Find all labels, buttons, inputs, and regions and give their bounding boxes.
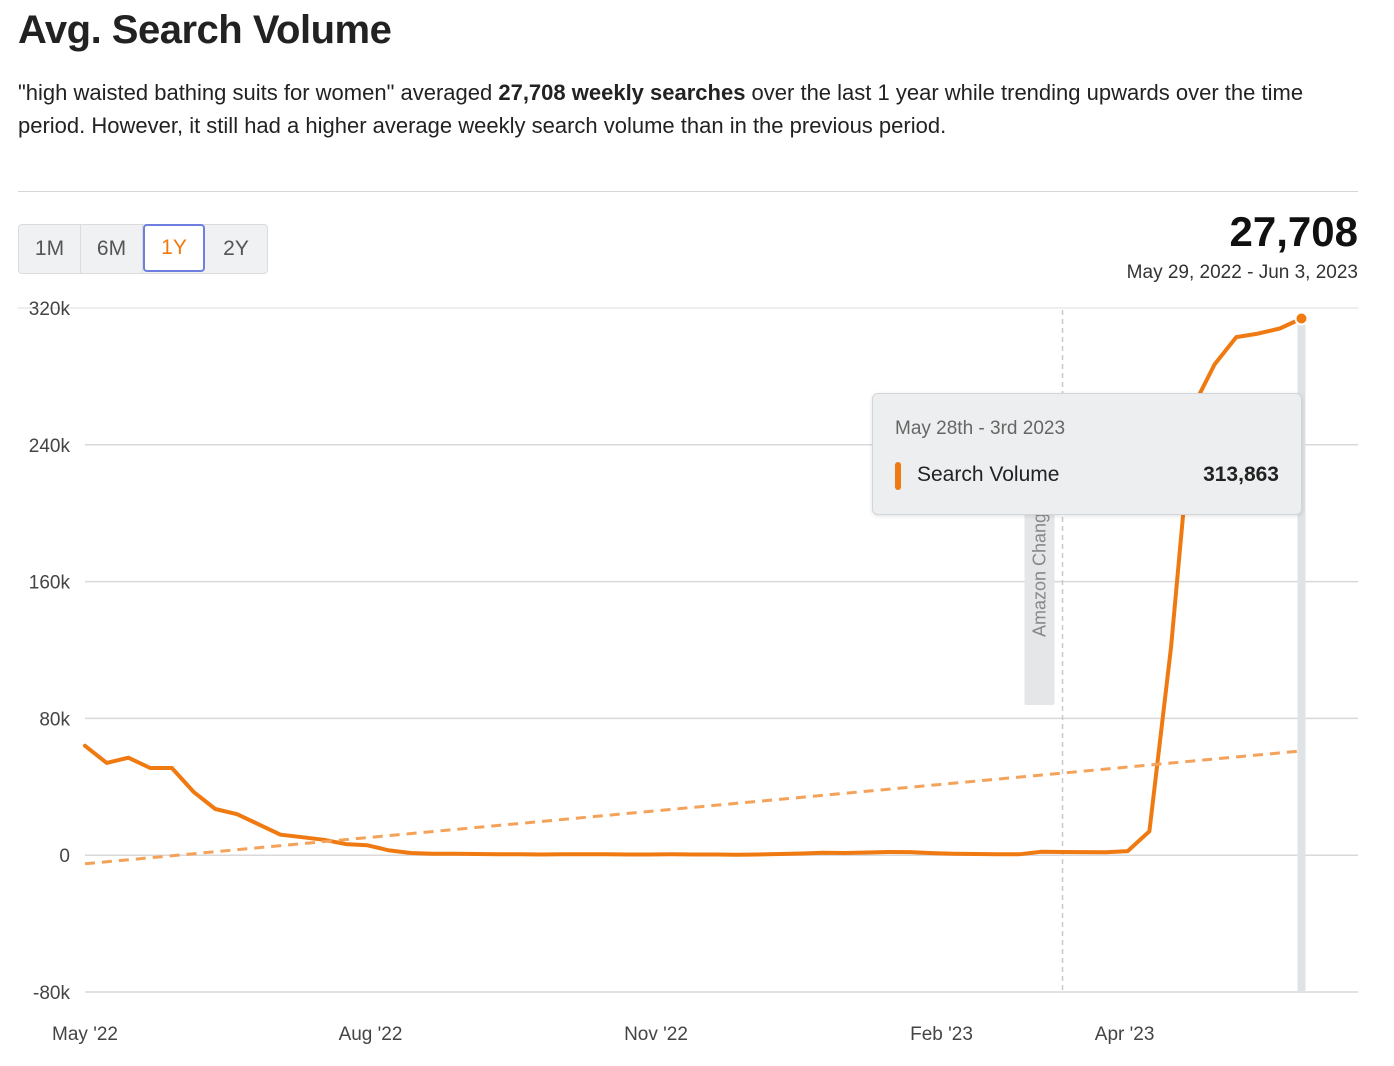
range-selector: 1M 6M 1Y 2Y xyxy=(18,224,268,274)
section-divider xyxy=(18,191,1358,192)
average-volume-value: 27,708 xyxy=(1229,208,1358,255)
last-point-marker xyxy=(1294,311,1309,326)
y-tick-label: 320k xyxy=(29,300,71,320)
y-tick-label: 80k xyxy=(39,709,70,730)
x-tick-label: Feb '23 xyxy=(910,1024,973,1045)
y-tick-label: -80k xyxy=(33,983,70,1004)
tooltip-value: 313,863 xyxy=(1203,463,1279,486)
summary-outro: over the last 1 year while trending upwa… xyxy=(18,80,1304,138)
hover-highlight-bar xyxy=(1297,318,1306,992)
y-tick-label: 160k xyxy=(29,573,71,594)
annotation-label: Amazon Change xyxy=(1030,503,1050,637)
summary-text: "high waisted bathing suits for women" a… xyxy=(18,76,1348,142)
tooltip-series-label: Search Volume xyxy=(917,463,1060,486)
x-tick-label: May '22 xyxy=(52,1024,118,1045)
trend-line xyxy=(84,749,1302,866)
summary-intro: "high waisted bathing suits for women" a… xyxy=(18,80,499,105)
y-tick-label: 240k xyxy=(29,436,71,457)
summary-highlight: 27,708 weekly searches xyxy=(498,80,746,105)
date-range-label: May 29, 2022 - Jun 3, 2023 xyxy=(1126,262,1358,283)
chart-tooltip: May 28th - 3rd 2023 Search Volume 313,86… xyxy=(872,393,1302,515)
range-1m-button[interactable]: 1M xyxy=(19,225,81,273)
x-tick-label: Nov '22 xyxy=(624,1024,688,1045)
page-title: Avg. Search Volume xyxy=(18,8,392,52)
range-6m-button[interactable]: 6M xyxy=(81,225,143,273)
series-swatch xyxy=(895,462,901,490)
y-tick-label: 0 xyxy=(59,846,70,867)
tooltip-date: May 28th - 3rd 2023 xyxy=(895,418,1066,439)
x-tick-label: Apr '23 xyxy=(1095,1024,1155,1045)
range-1y-button[interactable]: 1Y xyxy=(143,224,205,272)
x-tick-label: Aug '22 xyxy=(339,1024,403,1045)
range-2y-button[interactable]: 2Y xyxy=(205,225,267,273)
search-volume-line xyxy=(83,316,1304,857)
